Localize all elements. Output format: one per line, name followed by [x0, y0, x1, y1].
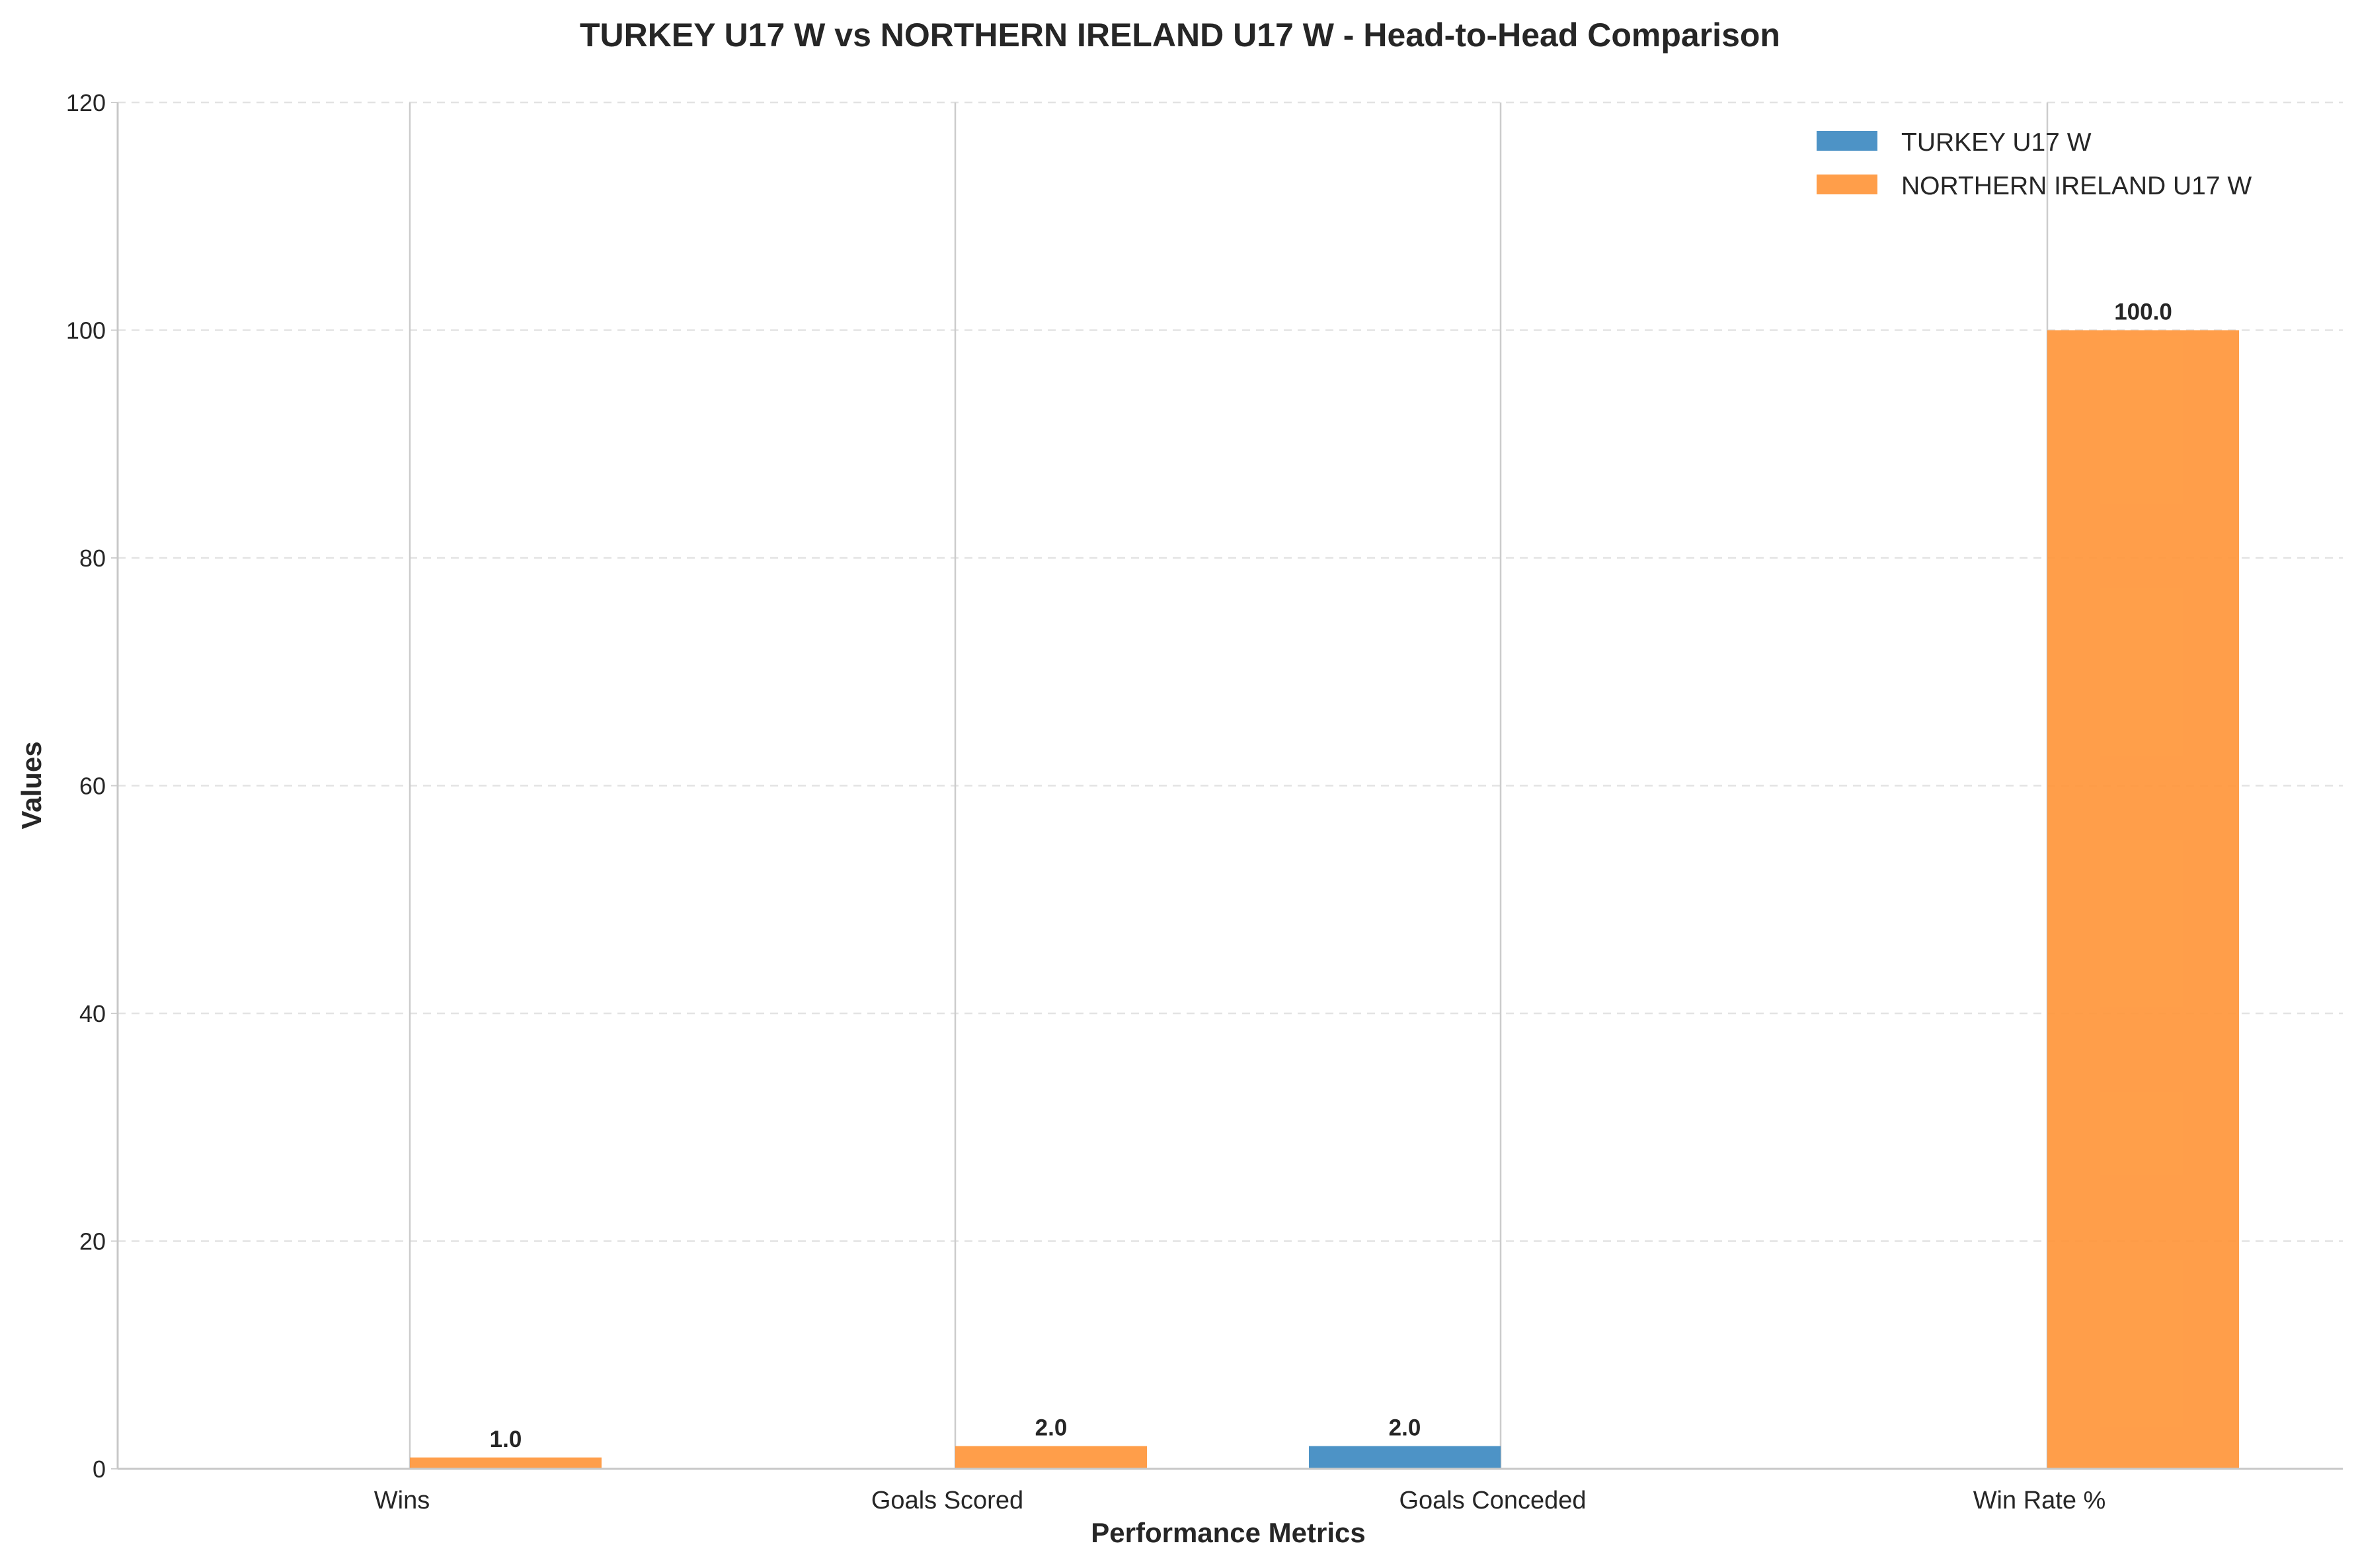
data-label-turkey-u17-w-goals-conceded: 2.0 — [1389, 1415, 1421, 1441]
y-tick-label-120: 120 — [66, 89, 106, 116]
y-tick-label-20: 20 — [79, 1228, 106, 1255]
bar-turkey-u17-w-goals-conceded — [1309, 1446, 1501, 1469]
legend-swatch-turkey — [1817, 131, 1877, 151]
y-tick-label-0: 0 — [93, 1456, 106, 1483]
legend: TURKEY U17 W NORTHERN IRELAND U17 W — [1817, 128, 2252, 200]
y-tick-label-60: 60 — [79, 773, 106, 800]
x-tick-label-win-rate: Win Rate % — [1973, 1487, 2106, 1514]
legend-label-turkey: TURKEY U17 W — [1901, 128, 2092, 157]
bars — [410, 330, 2239, 1469]
y-tick-label-100: 100 — [66, 317, 106, 344]
y-tick-label-40: 40 — [79, 1000, 106, 1027]
x-tick-label-goals-conceded: Goals Conceded — [1399, 1487, 1586, 1514]
bar-northern-ireland-u17-w-wins — [410, 1457, 602, 1469]
x-axis-title: Performance Metrics — [1091, 1517, 1366, 1548]
data-label-northern-ireland-u17-w-wins: 1.0 — [490, 1427, 522, 1452]
legend-swatch-northern-ireland — [1817, 175, 1877, 194]
bar-northern-ireland-u17-w-goals-scored — [955, 1446, 1147, 1469]
bar-northern-ireland-u17-w-win-rate — [2047, 330, 2239, 1469]
data-label-northern-ireland-u17-w-goals-scored: 2.0 — [1035, 1415, 1068, 1441]
chart-title: TURKEY U17 W vs NORTHERN IRELAND U17 W -… — [580, 17, 1780, 54]
data-label-northern-ireland-u17-w-win-rate: 100.0 — [2114, 299, 2172, 325]
x-tick-label-wins: Wins — [374, 1487, 430, 1514]
grid-lines — [118, 101, 2343, 1242]
y-tick-label-80: 80 — [79, 545, 106, 572]
x-tick-label-goals-scored: Goals Scored — [871, 1487, 1023, 1514]
legend-label-northern-ireland: NORTHERN IRELAND U17 W — [1901, 172, 2252, 200]
y-axis-title: Values — [16, 741, 47, 829]
data-labels: 2.0 1.0 2.0 100.0 — [490, 299, 2172, 1452]
axes: 0 20 40 60 80 100 120 Wins Goals Scored Goals Con… — [66, 89, 2343, 1514]
